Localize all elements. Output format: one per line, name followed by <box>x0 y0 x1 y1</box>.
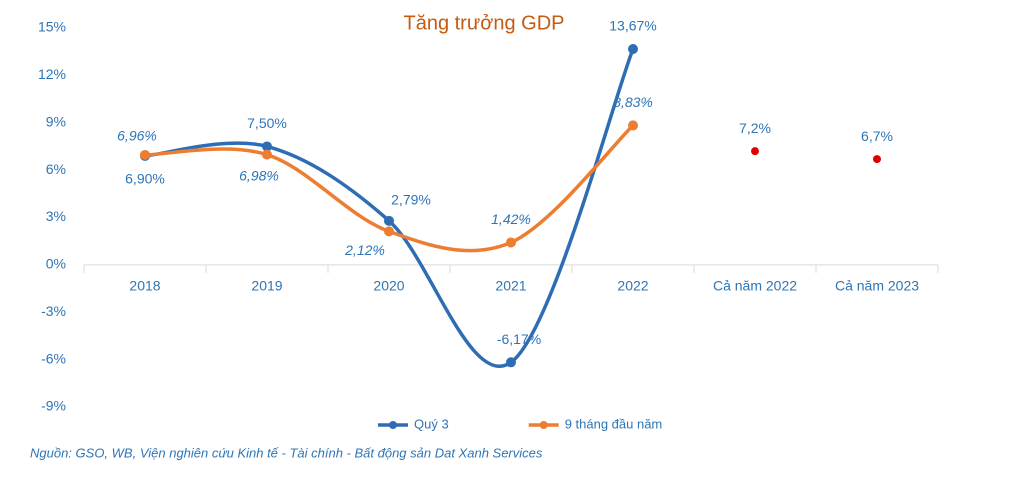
data-label: 6,90% <box>125 171 165 187</box>
series-line <box>144 48 635 368</box>
x-tick-label: Cả năm 2022 <box>713 278 797 294</box>
data-label: 2,12% <box>344 242 385 258</box>
x-tick-label: 2021 <box>495 278 526 294</box>
y-tick-label: -3% <box>41 303 66 319</box>
x-tick-label: 2019 <box>251 278 282 294</box>
source-note: Nguồn: GSO, WB, Viện nghiên cứu Kinh tế … <box>30 445 543 460</box>
x-tick-label: 2022 <box>617 278 648 294</box>
data-point <box>384 226 394 237</box>
legend-label: 9 tháng đầu năm <box>565 416 663 431</box>
data-point <box>506 357 516 368</box>
data-label: 13,67% <box>609 18 656 34</box>
data-point <box>384 215 394 226</box>
data-label: 7,2% <box>739 120 771 136</box>
data-point <box>262 141 272 152</box>
x-tick-label: 2018 <box>129 278 160 294</box>
data-label: -6,17% <box>497 331 541 347</box>
data-point <box>873 155 881 164</box>
y-tick-label: 6% <box>46 161 66 177</box>
y-tick-label: 15% <box>38 19 66 35</box>
chart-title: Tăng trưởng GDP <box>403 12 564 34</box>
y-tick-label: -6% <box>41 350 66 366</box>
y-tick-label: 3% <box>46 208 66 224</box>
x-tick-label: 2020 <box>373 278 404 294</box>
legend-marker <box>539 421 548 429</box>
data-point <box>506 237 516 248</box>
legend-label: Quý 3 <box>414 416 449 431</box>
legend-marker <box>389 421 397 429</box>
y-tick-label: 0% <box>46 256 66 272</box>
y-tick-label: -9% <box>41 398 66 414</box>
data-point <box>628 120 638 131</box>
data-point <box>262 149 272 160</box>
data-label: 6,7% <box>861 128 893 144</box>
x-tick-label: Cả năm 2023 <box>835 278 919 294</box>
data-point <box>140 149 150 160</box>
data-label: 2,79% <box>391 192 431 208</box>
data-label: 7,50% <box>247 115 287 131</box>
data-label: 6,96% <box>117 128 157 144</box>
data-point <box>628 44 638 55</box>
data-point <box>751 147 759 156</box>
y-tick-label: 9% <box>46 113 66 129</box>
y-tick-label: 12% <box>38 66 66 82</box>
data-label: 6,98% <box>239 167 279 183</box>
data-label: 1,42% <box>491 211 531 227</box>
data-label: 8,83% <box>613 94 653 110</box>
